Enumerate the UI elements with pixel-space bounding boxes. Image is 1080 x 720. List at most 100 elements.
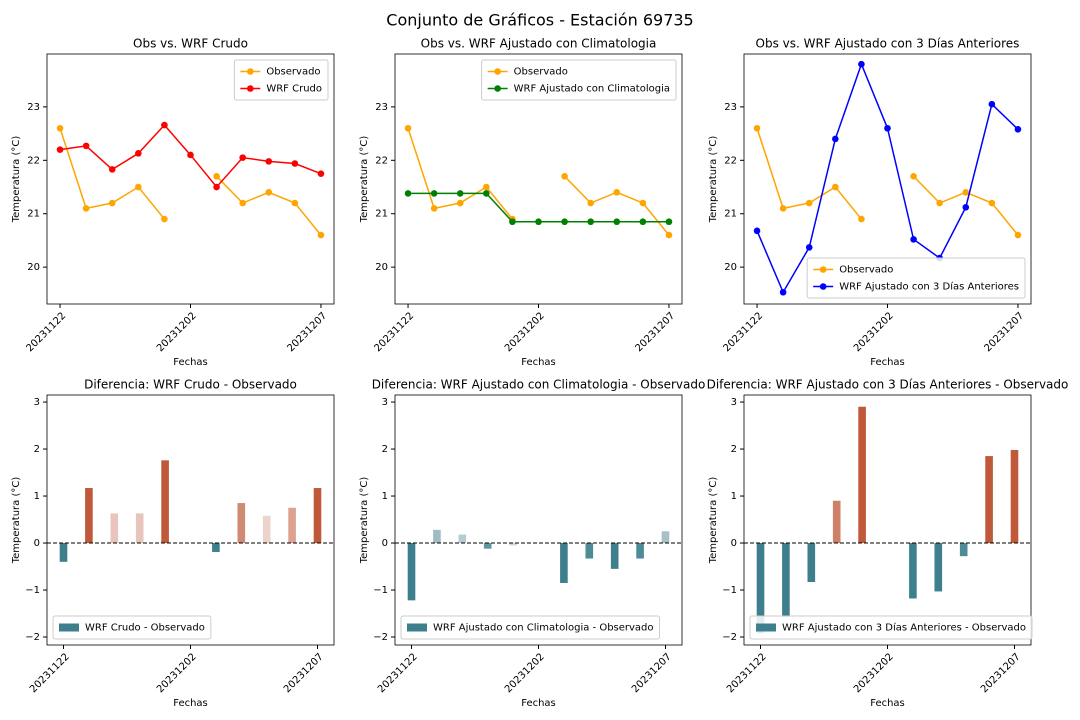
marker [404, 124, 412, 132]
marker [213, 173, 220, 180]
marker [483, 190, 490, 197]
bar [313, 488, 322, 544]
bar [610, 543, 619, 569]
marker [265, 189, 273, 196]
y-tick-label: 22 [375, 155, 388, 166]
legend-label: WRF Crudo - Observado [85, 623, 205, 634]
marker [988, 199, 996, 207]
legend-label: Observado [266, 67, 320, 78]
marker [561, 218, 568, 226]
legend: WRF Ajustado con 3 Días Anteriores - Obs… [749, 615, 1033, 640]
bar [560, 543, 568, 583]
marker [884, 124, 891, 132]
marker [82, 205, 90, 212]
legend-item: WRF Crudo [240, 84, 322, 95]
marker [753, 227, 761, 235]
y-tick-label: −1 [373, 585, 388, 596]
marker [1014, 126, 1022, 133]
y-tick-label: 3 [34, 397, 40, 408]
marker [1014, 231, 1022, 239]
marker [639, 199, 647, 207]
bar [782, 543, 790, 617]
marker [456, 190, 464, 197]
axes-frame [46, 394, 335, 646]
x-axis-label: Fechas [173, 698, 208, 709]
y-axis-label: Temperatura (°C) [708, 477, 719, 565]
marker [832, 183, 839, 191]
bar [858, 406, 866, 544]
y-axis-label: Temperatura (°C) [11, 477, 22, 565]
y-tick-label: 2 [731, 444, 737, 455]
y-tick-label: −2 [25, 632, 40, 643]
marker [779, 205, 787, 212]
legend-item: WRF Ajustado con Climatologia [487, 84, 670, 95]
marker [832, 135, 839, 143]
marker [936, 199, 943, 207]
bar [407, 543, 416, 601]
axes-frame [394, 53, 683, 305]
y-tick-label: −1 [722, 585, 737, 596]
legend-box [806, 257, 1026, 299]
bar [161, 460, 169, 544]
y-tick-label: 22 [27, 155, 40, 166]
marker [187, 151, 194, 159]
marker [161, 215, 168, 223]
y-tick-label: 20 [375, 262, 388, 273]
y-tick-label: 20 [724, 262, 737, 273]
bar [262, 515, 271, 544]
y-axis-label: Temperatura (°C) [708, 136, 719, 224]
axes-frame [46, 53, 335, 305]
subplot: Diferencia: WRF Crudo - Observado Tempera… [11, 378, 335, 709]
marker [317, 231, 325, 239]
marker [910, 236, 917, 243]
bar [909, 543, 917, 599]
legend-item: WRF Ajustado con Climatologia - Observad… [407, 623, 654, 634]
y-tick-label: 3 [382, 397, 388, 408]
y-tick-label: −1 [25, 585, 40, 596]
bar [661, 531, 670, 544]
y-tick-label: 2 [382, 444, 388, 455]
subplot-title: Obs vs. WRF Crudo [133, 37, 248, 51]
legend-label: WRF Ajustado con Climatologia [514, 84, 670, 95]
legend-label: WRF Ajustado con 3 Días Anteriores - Obs… [782, 622, 1026, 634]
bar [433, 529, 441, 544]
marker [535, 218, 542, 226]
legend-marker [819, 283, 827, 290]
marker [430, 205, 438, 212]
subplot-title: Diferencia: WRF Ajustado con 3 Días Ante… [707, 378, 1069, 392]
legend: Observado WRF Ajustado con Climatologia [481, 59, 677, 101]
legend-item: WRF Ajustado con 3 Días Anteriores [813, 281, 1019, 293]
legend-box [400, 615, 661, 640]
marker [483, 183, 490, 191]
marker [910, 173, 917, 180]
marker [509, 218, 516, 226]
bar [85, 488, 93, 544]
marker [665, 218, 673, 226]
y-tick-label: 1 [34, 491, 40, 502]
legend-item: WRF Crudo - Observado [59, 623, 205, 634]
marker [108, 166, 116, 173]
y-tick-label: 22 [724, 155, 737, 166]
marker [56, 124, 64, 132]
bar [135, 513, 144, 544]
marker [108, 199, 116, 207]
subplot-title: Obs vs. WRF Ajustado con 3 Días Anterior… [756, 37, 1020, 51]
bar [934, 543, 943, 592]
marker [962, 189, 970, 196]
legend-swatch [756, 623, 776, 632]
legend: Observado WRF Crudo [233, 59, 329, 101]
marker [213, 183, 220, 191]
marker [456, 199, 464, 207]
y-tick-label: 23 [724, 102, 737, 113]
legend-marker [247, 85, 254, 92]
subplot-title: Diferencia: WRF Crudo - Observado [84, 378, 297, 392]
marker [135, 183, 142, 191]
subplot-title: Diferencia: WRF Ajustado con Climatologi… [372, 378, 706, 392]
bar [1010, 449, 1019, 544]
y-tick-label: 3 [731, 397, 737, 408]
marker [404, 190, 412, 197]
legend-label: Observado [514, 67, 568, 78]
y-tick-label: 23 [375, 102, 388, 113]
legend-label: WRF Crudo [266, 84, 322, 95]
y-tick-label: 23 [27, 102, 40, 113]
